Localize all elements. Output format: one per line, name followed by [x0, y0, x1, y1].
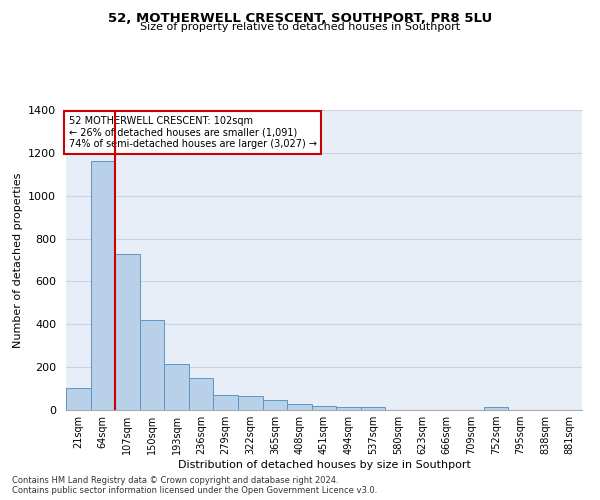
- Bar: [263, 400, 287, 410]
- Text: 52, MOTHERWELL CRESCENT, SOUTHPORT, PR8 5LU: 52, MOTHERWELL CRESCENT, SOUTHPORT, PR8 …: [108, 12, 492, 26]
- Bar: [66, 388, 91, 410]
- Bar: [238, 396, 263, 410]
- Bar: [189, 378, 214, 410]
- Bar: [91, 162, 115, 410]
- Y-axis label: Number of detached properties: Number of detached properties: [13, 172, 23, 348]
- Text: Size of property relative to detached houses in Southport: Size of property relative to detached ho…: [140, 22, 460, 32]
- Bar: [361, 407, 385, 410]
- Bar: [484, 407, 508, 410]
- Bar: [115, 254, 140, 410]
- Bar: [287, 404, 312, 410]
- X-axis label: Distribution of detached houses by size in Southport: Distribution of detached houses by size …: [178, 460, 470, 470]
- Text: 52 MOTHERWELL CRESCENT: 102sqm
← 26% of detached houses are smaller (1,091)
74% : 52 MOTHERWELL CRESCENT: 102sqm ← 26% of …: [68, 116, 317, 149]
- Bar: [164, 364, 189, 410]
- Text: Contains HM Land Registry data © Crown copyright and database right 2024.
Contai: Contains HM Land Registry data © Crown c…: [12, 476, 377, 495]
- Bar: [140, 320, 164, 410]
- Bar: [336, 407, 361, 410]
- Bar: [214, 395, 238, 410]
- Bar: [312, 406, 336, 410]
